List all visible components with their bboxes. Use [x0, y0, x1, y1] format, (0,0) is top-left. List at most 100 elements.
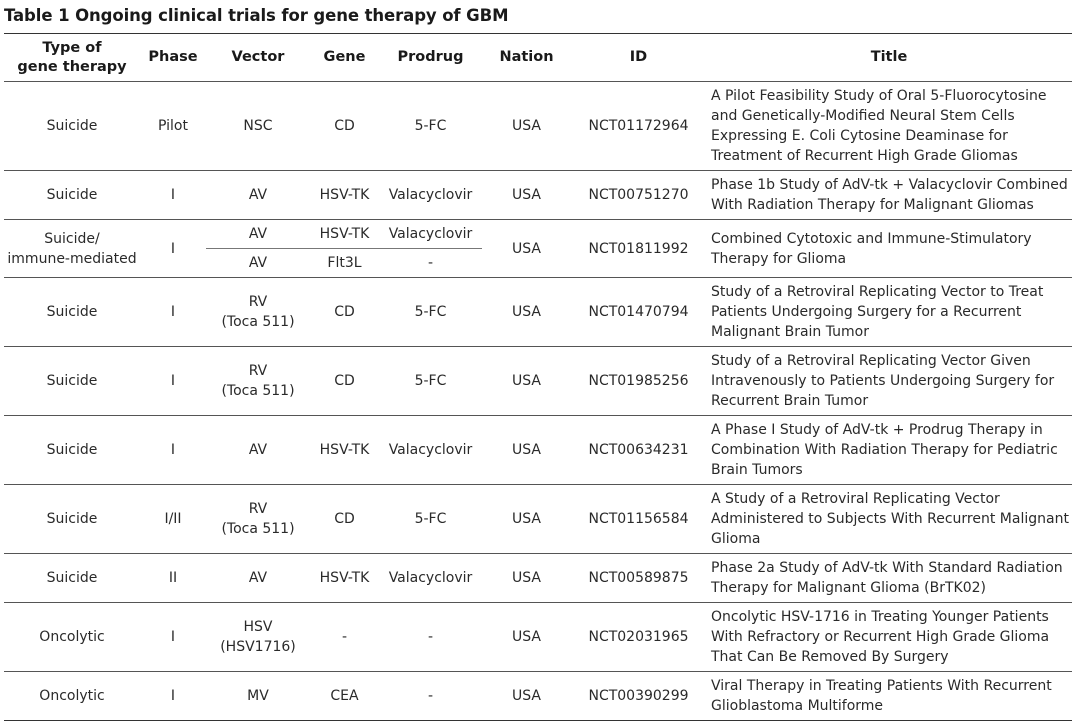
cell-vector: AV: [206, 248, 310, 278]
table-row: Suicide II AV HSV-TK Valacyclovir USA NC…: [4, 553, 1072, 603]
cell-phase: I: [140, 170, 206, 220]
cell-title: A Study of a Retroviral Replicating Vect…: [706, 484, 1072, 554]
cell-vector: NSC: [206, 81, 310, 171]
cell-phase: II: [140, 553, 206, 603]
cell-type: Suicide: [4, 170, 140, 220]
header-title: Title: [706, 33, 1072, 82]
cell-id: NCT00634231: [571, 415, 706, 485]
cell-gene: HSV-TK: [310, 415, 379, 485]
cell-nation: USA: [482, 415, 571, 485]
cell-type: Suicide: [4, 415, 140, 485]
cell-phase: I: [140, 602, 206, 672]
cell-nation: USA: [482, 553, 571, 603]
cell-id: NCT00390299: [571, 671, 706, 721]
cell-vector-line2: (HSV1716): [220, 639, 296, 655]
cell-id: NCT01156584: [571, 484, 706, 554]
cell-phase: I: [140, 671, 206, 721]
cell-title: Combined Cytotoxic and Immune-Stimulator…: [706, 219, 1072, 278]
clinical-trials-table: Type of gene therapy Phase Vector Gene P…: [4, 33, 1072, 721]
cell-title: A Pilot Feasibility Study of Oral 5-Fluo…: [706, 81, 1072, 171]
cell-gene: CD: [310, 81, 379, 171]
cell-id: NCT00589875: [571, 553, 706, 603]
cell-nation: USA: [482, 602, 571, 672]
cell-vector-line2: (Toca 511): [221, 314, 295, 330]
cell-nation: USA: [482, 277, 571, 347]
cell-phase: I: [140, 219, 206, 278]
cell-id: NCT01470794: [571, 277, 706, 347]
cell-vector: AV: [206, 170, 310, 220]
cell-prodrug: -: [379, 671, 482, 721]
table-row: Suicide Pilot NSC CD 5-FC USA NCT0117296…: [4, 81, 1072, 171]
cell-id: NCT01172964: [571, 81, 706, 171]
cell-id: NCT01985256: [571, 346, 706, 416]
cell-type: Suicide: [4, 484, 140, 554]
cell-nation: USA: [482, 346, 571, 416]
cell-prodrug: 5-FC: [379, 484, 482, 554]
cell-type: Oncolytic: [4, 602, 140, 672]
header-type-line1: Type of: [42, 39, 102, 56]
cell-prodrug: 5-FC: [379, 81, 482, 171]
cell-type: Suicide: [4, 346, 140, 416]
cell-prodrug: Valacyclovir: [379, 415, 482, 485]
cell-vector-line1: RV: [248, 294, 268, 310]
table-row: Suicide I AV HSV-TK Valacyclovir USA NCT…: [4, 170, 1072, 220]
cell-vector: RV (Toca 511): [206, 346, 310, 416]
cell-phase: I: [140, 277, 206, 347]
cell-title: Study of a Retroviral Replicating Vector…: [706, 277, 1072, 347]
cell-gene: HSV-TK: [310, 219, 379, 249]
cell-phase: I: [140, 346, 206, 416]
cell-vector: AV: [206, 553, 310, 603]
cell-nation: USA: [482, 81, 571, 171]
header-phase: Phase: [140, 33, 206, 82]
table-row: Suicide I RV (Toca 511) CD 5-FC USA NCT0…: [4, 277, 1072, 347]
cell-vector-line1: RV: [248, 363, 268, 379]
cell-prodrug: Valacyclovir: [379, 170, 482, 220]
cell-nation: USA: [482, 170, 571, 220]
cell-gene: CD: [310, 277, 379, 347]
cell-vector-line2: (Toca 511): [221, 521, 295, 537]
cell-title: Phase 1b Study of AdV-tk + Valacyclovir …: [706, 170, 1072, 220]
cell-prodrug: 5-FC: [379, 277, 482, 347]
cell-gene: Flt3L: [310, 248, 379, 278]
table-row: Suicide I RV (Toca 511) CD 5-FC USA NCT0…: [4, 346, 1072, 416]
cell-type: Suicide: [4, 277, 140, 347]
header-row: Type of gene therapy Phase Vector Gene P…: [4, 33, 1072, 82]
cell-type: Oncolytic: [4, 671, 140, 721]
cell-gene: HSV-TK: [310, 170, 379, 220]
header-prodrug: Prodrug: [379, 33, 482, 82]
cell-nation: USA: [482, 484, 571, 554]
header-id: ID: [571, 33, 706, 82]
cell-vector-line1: HSV: [243, 619, 273, 635]
header-type: Type of gene therapy: [4, 33, 140, 82]
cell-type-line2: immune-mediated: [7, 250, 137, 267]
cell-vector: RV (Toca 511): [206, 484, 310, 554]
table-row: Oncolytic I HSV (HSV1716) - - USA NCT020…: [4, 602, 1072, 672]
cell-gene: CD: [310, 346, 379, 416]
cell-gene: CD: [310, 484, 379, 554]
cell-nation: USA: [482, 219, 571, 278]
table-row: Oncolytic I MV CEA - USA NCT00390299 Vir…: [4, 671, 1072, 721]
cell-id: NCT02031965: [571, 602, 706, 672]
cell-title: Phase 2a Study of AdV-tk With Standard R…: [706, 553, 1072, 603]
cell-title: Study of a Retroviral Replicating Vector…: [706, 346, 1072, 416]
cell-title: Viral Therapy in Treating Patients With …: [706, 671, 1072, 721]
table-caption: Table 1 Ongoing clinical trials for gene…: [4, 6, 509, 25]
cell-vector: MV: [206, 671, 310, 721]
header-vector: Vector: [206, 33, 310, 82]
cell-gene: HSV-TK: [310, 553, 379, 603]
table-row: Suicide/ immune-mediated I AV HSV-TK Val…: [4, 219, 1072, 278]
cell-vector: AV: [206, 415, 310, 485]
header-nation: Nation: [482, 33, 571, 82]
table-row: Suicide I AV HSV-TK Valacyclovir USA NCT…: [4, 415, 1072, 485]
cell-id: NCT01811992: [571, 219, 706, 278]
cell-prodrug: -: [379, 248, 482, 278]
cell-vector-line2: (Toca 511): [221, 383, 295, 399]
cell-type: Suicide: [4, 81, 140, 171]
cell-phase: I/II: [140, 484, 206, 554]
cell-gene: CEA: [310, 671, 379, 721]
cell-vector: AV: [206, 219, 310, 249]
header-type-line2: gene therapy: [17, 58, 127, 75]
cell-title: Oncolytic HSV-1716 in Treating Younger P…: [706, 602, 1072, 672]
cell-phase: I: [140, 415, 206, 485]
